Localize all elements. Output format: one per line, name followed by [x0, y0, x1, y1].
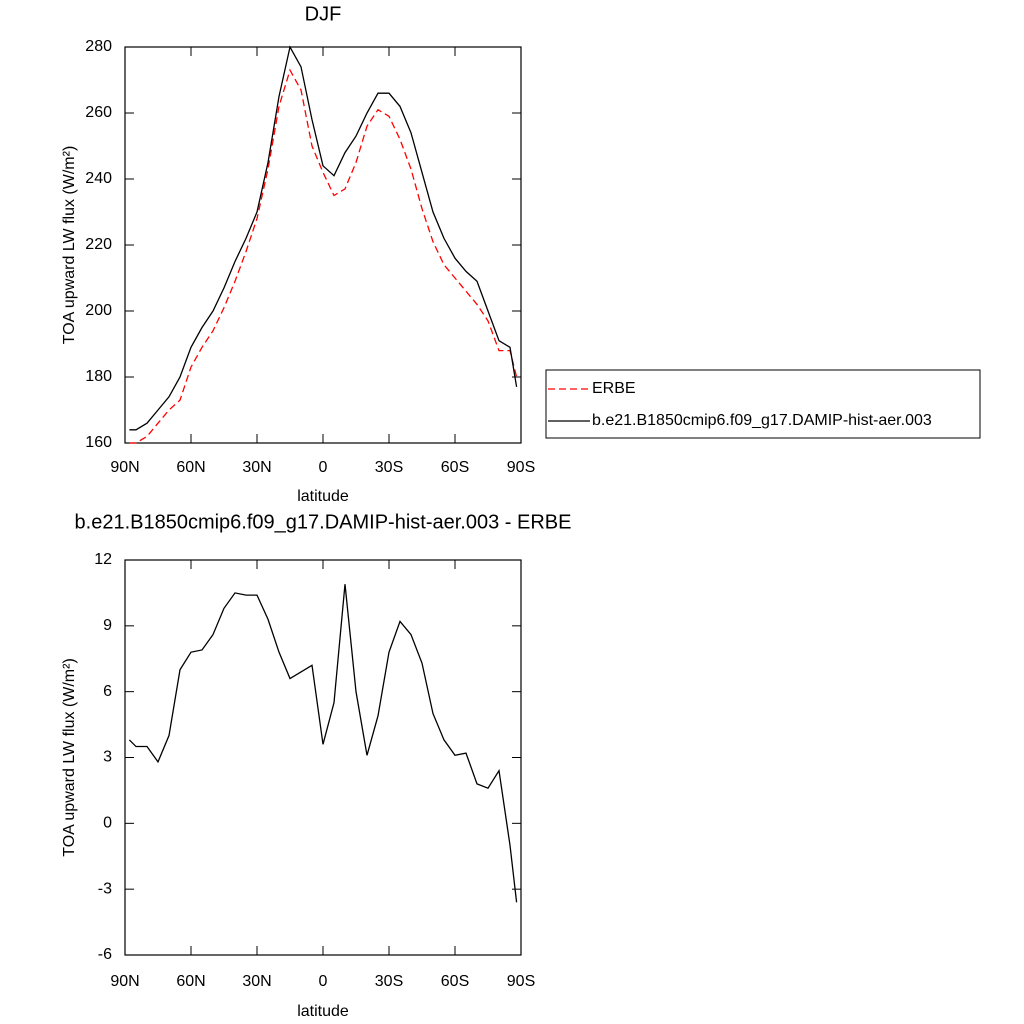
y-tick-label: 180: [85, 368, 112, 385]
data-line: [129, 45, 518, 431]
legend-label: b.e21.B1850cmip6.f09_g17.DAMIP-hist-aer.…: [592, 412, 932, 429]
data-line: [128, 584, 518, 903]
chart-title: b.e21.B1850cmip6.f09_g17.DAMIP-hist-aer.…: [75, 511, 572, 533]
y-tick-label: 220: [85, 236, 112, 253]
y-tick-label: 3: [103, 749, 112, 766]
x-tick-label: 90N: [110, 459, 139, 476]
y-tick-label: 260: [85, 104, 112, 121]
x-tick-label: 60N: [176, 973, 205, 990]
x-tick-label: 30N: [242, 459, 271, 476]
y-tick-label: 0: [103, 815, 112, 832]
x-tick-label: 30S: [375, 973, 403, 990]
x-tick-label: 90N: [110, 973, 139, 990]
chart-title: DJF: [305, 3, 342, 25]
y-tick-label: 200: [85, 302, 112, 319]
y-tick-label: 6: [103, 683, 112, 700]
x-tick-label: 30N: [242, 973, 271, 990]
y-tick-label: -6: [98, 946, 112, 963]
plot-frame: [124, 46, 522, 444]
x-tick-label: 60S: [441, 973, 469, 990]
x-tick-label: 60S: [441, 459, 469, 476]
y-axis-label: TOA upward LW flux (W/m²): [61, 658, 78, 857]
y-tick-label: -3: [98, 880, 112, 897]
y-tick-label: 160: [85, 434, 112, 451]
x-tick-label: 0: [319, 459, 328, 476]
legend-box: [545, 369, 981, 439]
x-tick-label: 60N: [176, 459, 205, 476]
data-line: [129, 68, 518, 444]
x-tick-label: 90S: [507, 459, 535, 476]
x-tick-label: 90S: [507, 973, 535, 990]
x-tick-label: 30S: [375, 459, 403, 476]
y-tick-label: 280: [85, 38, 112, 55]
y-tick-label: 240: [85, 170, 112, 187]
x-tick-label: 0: [319, 973, 328, 990]
y-tick-label: 9: [103, 617, 112, 634]
y-tick-label: 12: [94, 551, 112, 568]
x-axis-label: latitude: [297, 1003, 349, 1020]
plot-frame: [124, 559, 522, 956]
y-axis-label: TOA upward LW flux (W/m²): [61, 146, 78, 345]
legend-label: ERBE: [592, 380, 636, 397]
x-axis-label: latitude: [297, 488, 349, 505]
